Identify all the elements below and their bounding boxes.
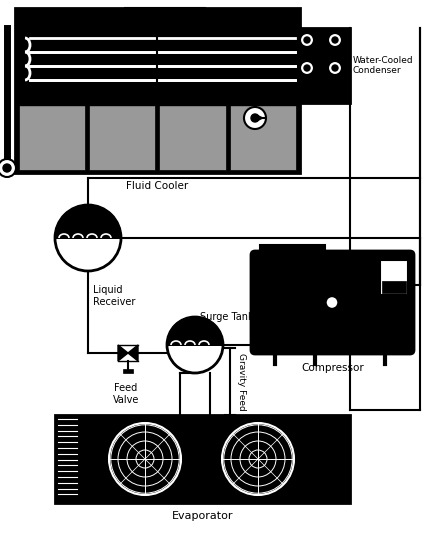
Circle shape [166, 317, 222, 373]
Bar [294, 28, 349, 103]
Circle shape [221, 423, 293, 495]
Polygon shape [128, 345, 138, 361]
Text: Gravity Feed: Gravity Feed [237, 352, 246, 410]
Circle shape [303, 37, 309, 43]
Circle shape [109, 423, 181, 495]
Polygon shape [118, 345, 128, 361]
Circle shape [299, 61, 313, 75]
Bar [55, 415, 349, 503]
Circle shape [331, 37, 337, 43]
Circle shape [303, 65, 309, 71]
Bar [123, 369, 133, 373]
Bar [19, 105, 85, 170]
Text: Fluid Cooler: Fluid Cooler [126, 181, 188, 191]
Circle shape [325, 296, 337, 309]
Circle shape [327, 33, 341, 47]
Text: Water-Cooled
Condenser: Water-Cooled Condenser [352, 56, 413, 75]
Text: Liquid
Receiver: Liquid Receiver [93, 285, 135, 307]
Circle shape [3, 164, 11, 172]
Text: Evaporator: Evaporator [171, 511, 233, 521]
Circle shape [0, 159, 16, 177]
Bar [381, 281, 405, 293]
Bar [89, 105, 155, 170]
Polygon shape [166, 317, 222, 345]
Bar [379, 260, 407, 295]
Circle shape [250, 114, 258, 122]
Circle shape [327, 61, 341, 75]
Bar [229, 105, 295, 170]
Circle shape [299, 33, 313, 47]
Circle shape [55, 205, 121, 271]
FancyBboxPatch shape [250, 251, 413, 354]
Circle shape [243, 107, 265, 129]
Bar [125, 8, 205, 26]
Circle shape [331, 65, 337, 71]
Bar [159, 105, 225, 170]
Polygon shape [55, 205, 121, 238]
Bar [259, 245, 324, 275]
Bar [15, 8, 299, 173]
Text: Feed
Valve: Feed Valve [113, 383, 139, 405]
Text: Surge Tank: Surge Tank [200, 312, 253, 322]
Text: Compressor: Compressor [301, 363, 363, 373]
